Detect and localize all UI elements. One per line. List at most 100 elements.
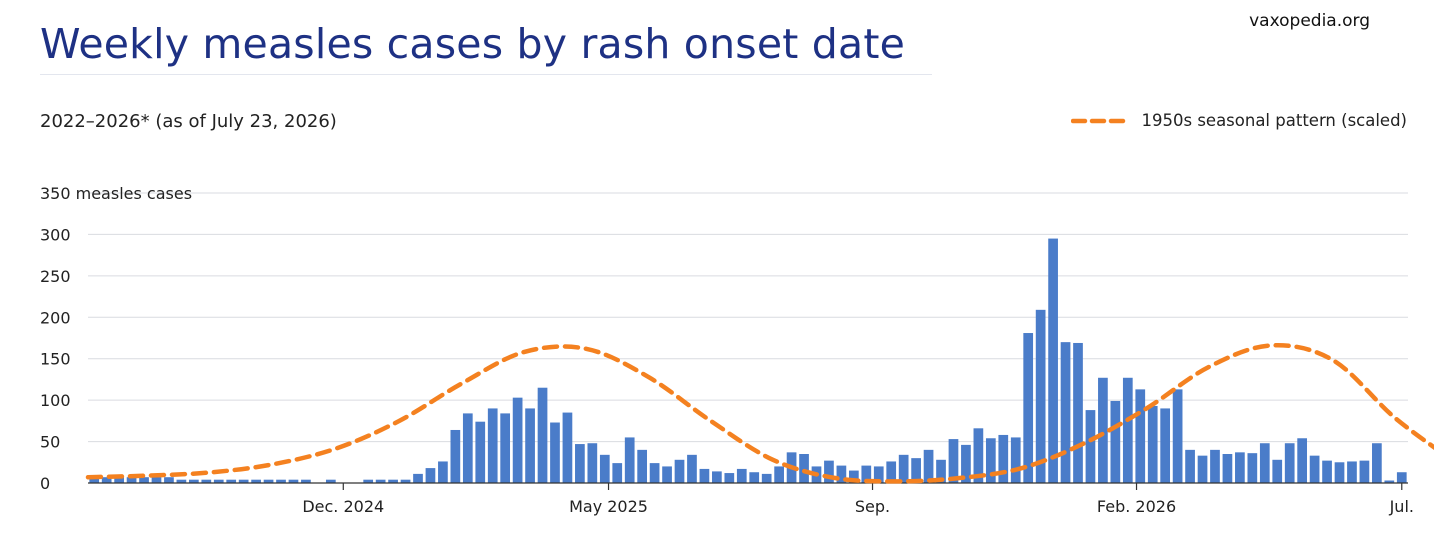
- bar: [89, 477, 100, 483]
- bar: [325, 479, 336, 483]
- bar: [1322, 460, 1332, 483]
- x-tick-label: Feb. 2026: [1097, 497, 1176, 516]
- bar: [375, 479, 386, 483]
- bar: [1259, 443, 1270, 483]
- bar: [587, 443, 598, 483]
- bar: [1073, 342, 1083, 483]
- bar: [674, 459, 685, 483]
- bar: [749, 472, 760, 483]
- bar: [1334, 462, 1345, 483]
- bar: [1060, 342, 1071, 483]
- bar: [998, 434, 1009, 483]
- bar: [836, 465, 847, 483]
- bar: [425, 468, 436, 483]
- bar: [251, 479, 261, 483]
- bar: [911, 458, 921, 483]
- bar: [649, 463, 660, 483]
- bar: [438, 461, 448, 483]
- y-tick-label: 250: [40, 267, 71, 286]
- bar: [263, 479, 274, 483]
- bar: [1384, 480, 1395, 483]
- bar: [624, 437, 635, 483]
- x-tick-label: Sep.: [855, 497, 890, 516]
- chart-subtitle: 2022–2026* (as of July 23, 2026): [40, 111, 337, 132]
- bar: [413, 473, 423, 483]
- x-tick-label: Jul.: [1389, 497, 1414, 516]
- bar: [462, 413, 473, 483]
- bar: [1048, 238, 1058, 483]
- bar: [550, 422, 560, 483]
- bar: [736, 468, 747, 483]
- bar: [637, 449, 648, 483]
- bar: [848, 470, 859, 483]
- bar: [101, 477, 112, 483]
- bar: [886, 461, 897, 483]
- bar: [1347, 461, 1357, 483]
- y-tick-label: 100: [40, 391, 71, 410]
- bar: [1172, 389, 1183, 483]
- bar: [774, 466, 784, 483]
- bar: [1023, 333, 1034, 483]
- bar: [176, 479, 187, 483]
- bar: [201, 479, 212, 483]
- bar: [1035, 309, 1046, 483]
- bar: [400, 479, 411, 483]
- y-tick-label: 200: [40, 308, 71, 327]
- bar: [873, 466, 884, 483]
- bar: [961, 444, 971, 483]
- bar: [301, 479, 311, 483]
- bar: [288, 479, 299, 483]
- bar: [612, 463, 623, 483]
- bar: [575, 444, 585, 483]
- bar: [1185, 449, 1195, 483]
- bar: [1147, 405, 1158, 483]
- bar: [1210, 449, 1220, 483]
- chart-legend: 1950s seasonal pattern (scaled): [1071, 111, 1407, 130]
- bar: [1284, 443, 1295, 483]
- bar: [1372, 443, 1382, 483]
- source-label: vaxopedia.org: [1249, 11, 1370, 31]
- bar: [114, 477, 124, 483]
- bar: [824, 460, 834, 483]
- bar: [537, 387, 548, 483]
- bar: [761, 473, 772, 483]
- bar: [948, 439, 959, 483]
- bar: [712, 471, 722, 483]
- x-tick-label: May 2025: [569, 497, 648, 516]
- bar: [1235, 452, 1245, 483]
- y-tick-label: 50: [40, 433, 60, 452]
- bar: [525, 408, 535, 483]
- bar: [936, 459, 946, 483]
- bar: [276, 479, 286, 483]
- bar: [363, 479, 374, 483]
- bar: [1247, 453, 1258, 483]
- y-tick-label: 300: [40, 225, 71, 244]
- bar: [1085, 410, 1096, 483]
- legend-dash-icon: [1071, 118, 1132, 123]
- bar: [1309, 455, 1320, 483]
- bar: [898, 454, 909, 483]
- bar: [1160, 408, 1171, 483]
- bar: [1197, 455, 1208, 483]
- bar: [599, 454, 610, 483]
- bar: [164, 477, 174, 483]
- bar: [388, 479, 398, 483]
- legend-label: 1950s seasonal pattern (scaled): [1141, 111, 1407, 130]
- bar: [562, 412, 573, 483]
- y-tick-label: 0: [40, 474, 50, 493]
- title-divider: [40, 74, 932, 75]
- seasonal-pattern-line: [85, 343, 1434, 484]
- bar: [139, 477, 149, 483]
- bar: [1098, 377, 1108, 483]
- bar: [213, 479, 224, 483]
- bar: [512, 397, 523, 483]
- bar: [1122, 377, 1133, 483]
- bar: [238, 479, 249, 483]
- chart-title: Weekly measles cases by rash onset date: [40, 20, 906, 68]
- bar: [724, 473, 735, 483]
- bar: [188, 479, 199, 483]
- bar: [226, 479, 237, 483]
- bar: [861, 465, 872, 483]
- bar: [1359, 460, 1370, 483]
